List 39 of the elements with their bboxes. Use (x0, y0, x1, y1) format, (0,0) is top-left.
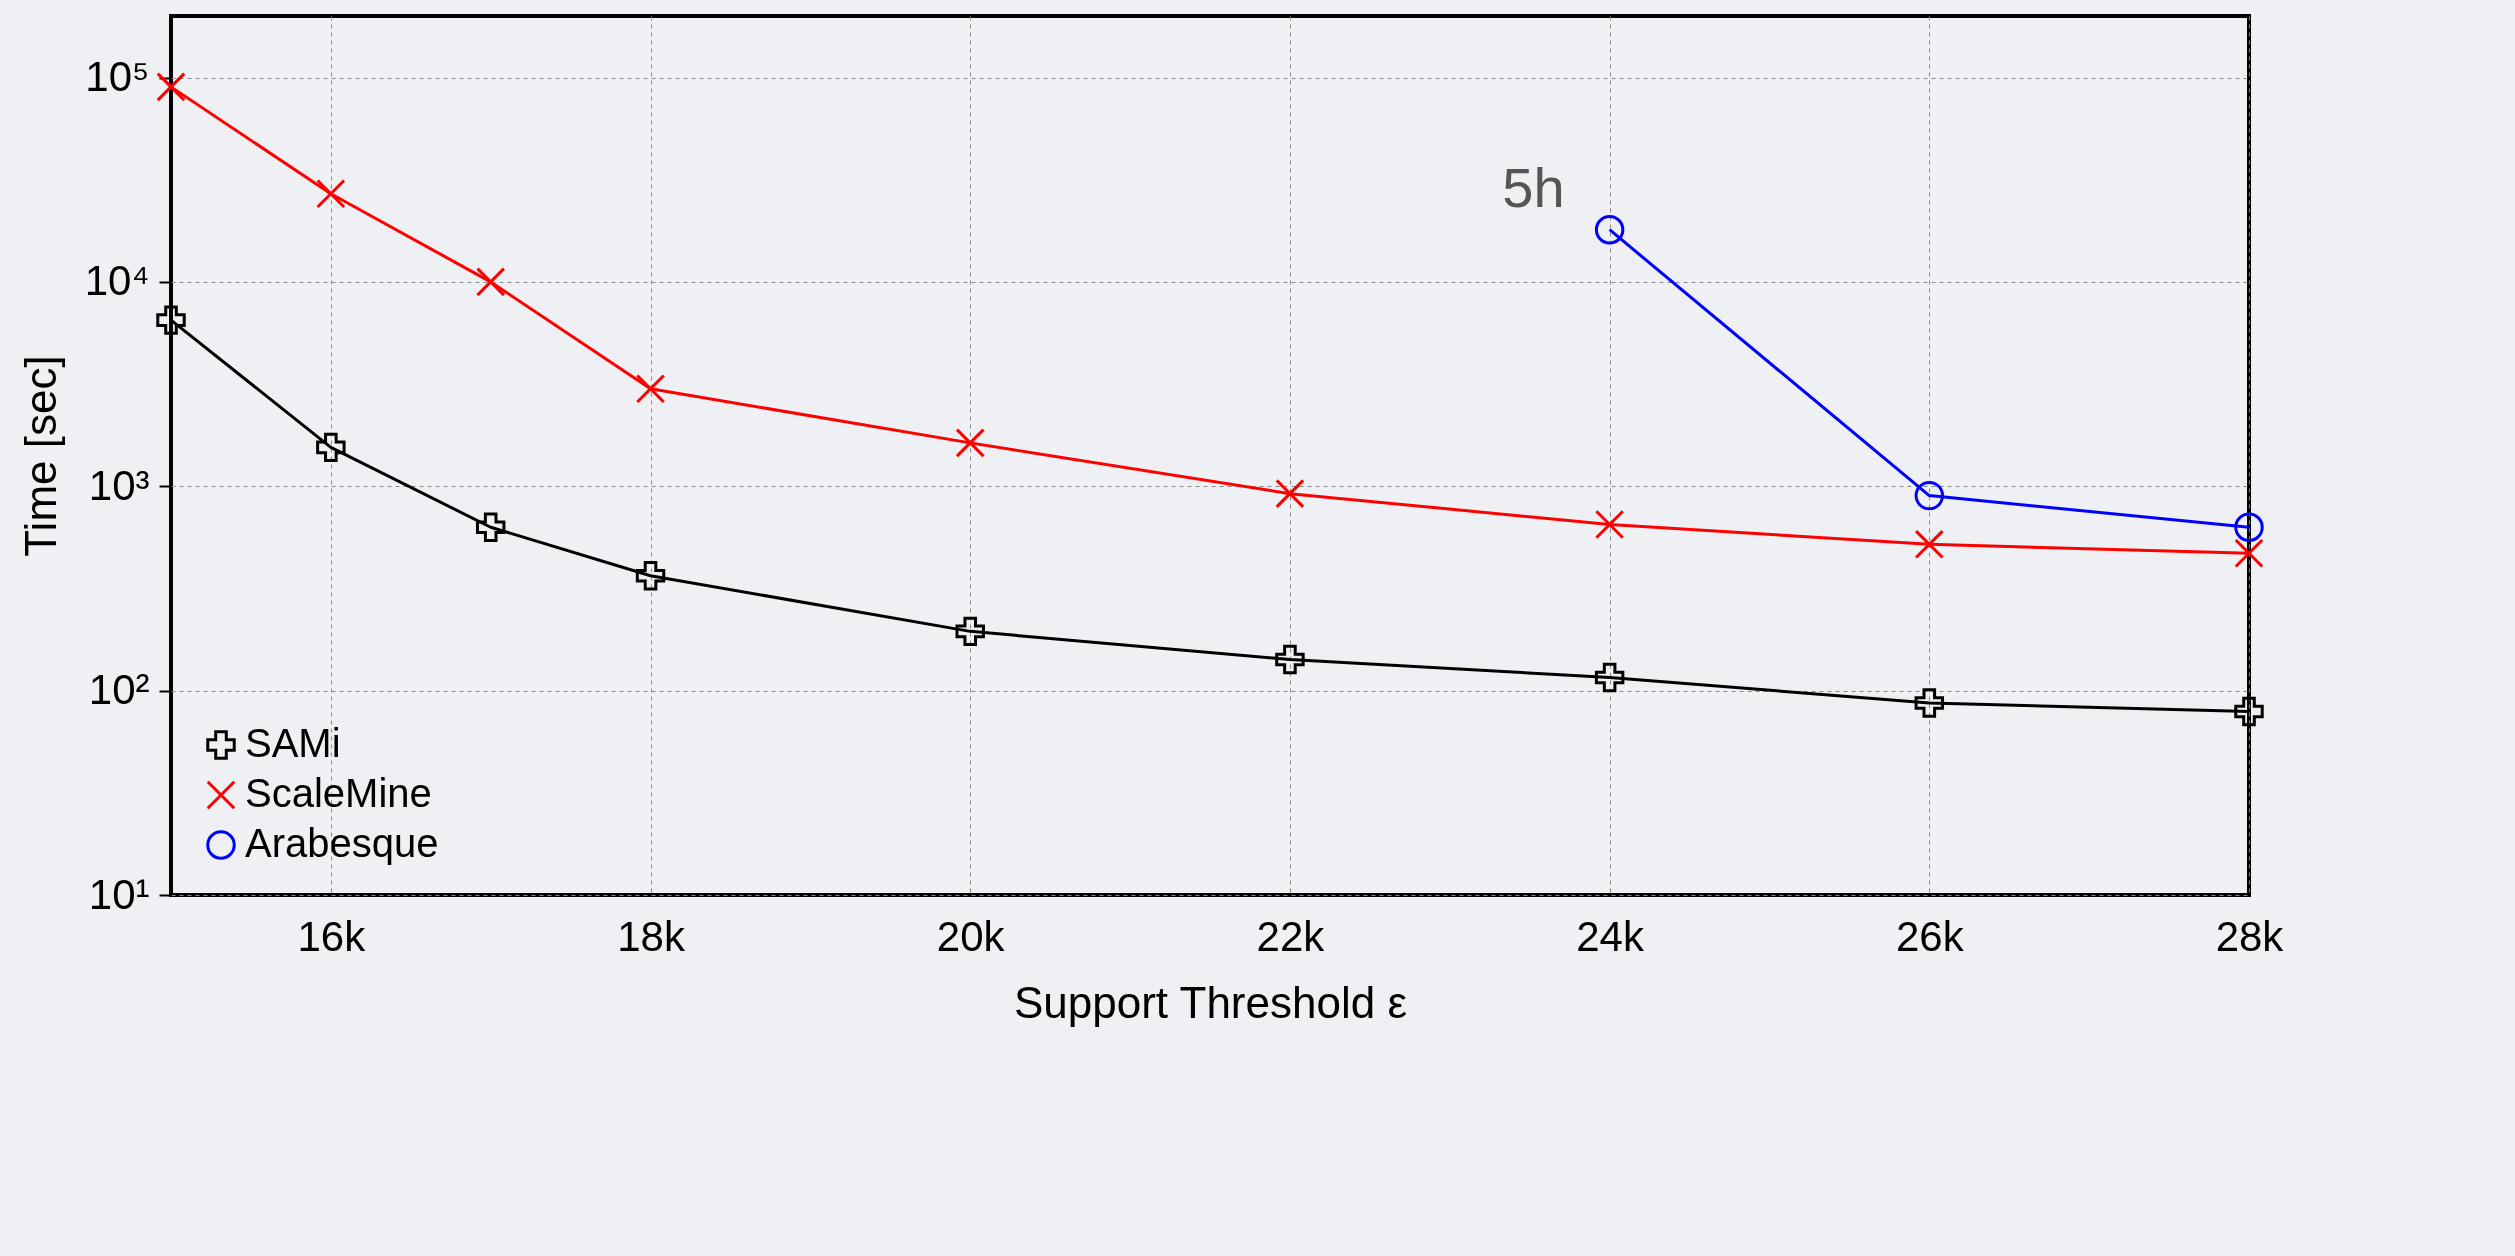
y-tick-label: 10⁴ (84, 257, 150, 305)
annotation: 5h (1502, 155, 1565, 219)
point (635, 560, 666, 591)
point (1594, 662, 1625, 693)
point (2234, 696, 2264, 727)
point (635, 374, 666, 404)
point (955, 616, 985, 647)
point (1914, 529, 1945, 560)
x-tick-label: 22k (1256, 912, 1326, 960)
point (1275, 478, 1305, 509)
x-axis-title: Support Threshold ε (1013, 977, 1408, 1027)
y-axis-title: Time [sec] (15, 355, 65, 557)
point (316, 179, 346, 209)
point (1594, 215, 1625, 245)
point (156, 72, 186, 102)
point (156, 305, 186, 335)
y-tick-label: 10³ (88, 461, 150, 509)
point (316, 432, 346, 463)
point (2234, 538, 2264, 568)
y-tick-label: 10² (88, 666, 150, 714)
point (2234, 512, 2264, 542)
x-tick-label: 16k (297, 912, 367, 960)
point (1594, 509, 1625, 540)
point (955, 428, 985, 458)
x-tick-label: 24k (1576, 912, 1645, 960)
point (1914, 480, 1945, 511)
point (1275, 644, 1305, 675)
y-tick-label: 10⁵ (85, 53, 150, 101)
point (475, 267, 506, 297)
legend-label: ScaleMine (245, 771, 432, 815)
x-tick-label: 26k (1895, 912, 1965, 960)
y-tick-label: 10¹ (88, 870, 150, 918)
legend-label: SAMi (245, 721, 341, 765)
x-tick-label: 28k (2215, 912, 2285, 960)
legend-label: Arabesque (245, 821, 439, 865)
point (1914, 688, 1945, 718)
point (475, 512, 506, 542)
x-tick-label: 20k (936, 912, 1006, 960)
x-tick-label: 18k (617, 912, 686, 960)
